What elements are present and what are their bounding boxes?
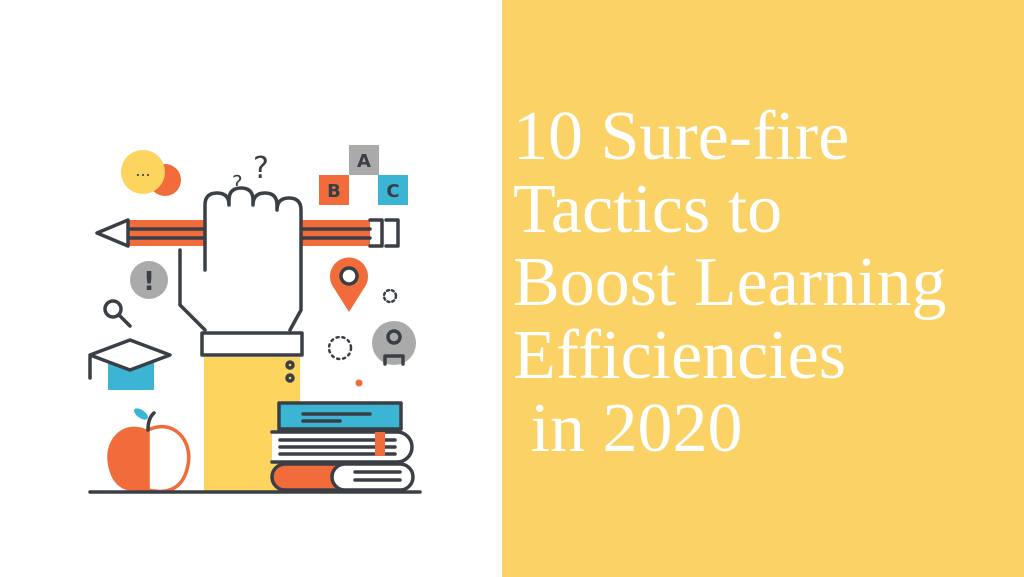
abc-blocks-icon: A B C bbox=[319, 145, 408, 205]
user-avatar-icon bbox=[372, 321, 416, 366]
search-icon bbox=[103, 299, 132, 328]
location-pin-icon bbox=[330, 257, 369, 312]
headline-line: in 2020 bbox=[513, 390, 743, 467]
headline-line: Efficiencies bbox=[513, 317, 846, 394]
question-mark-icon: ? bbox=[253, 151, 269, 186]
headline: 10 Sure-fire Tactics to Boost Learning E… bbox=[513, 100, 947, 465]
dotted-circle-icon bbox=[382, 288, 398, 304]
svg-text:...: ... bbox=[135, 161, 150, 180]
graduation-cap-icon bbox=[88, 338, 172, 390]
apple-icon bbox=[107, 408, 191, 494]
illustration-panel: ... ? ? A B C ! bbox=[0, 0, 502, 577]
headline-line: Boost Learning bbox=[513, 244, 947, 321]
dotted-circle-icon bbox=[327, 335, 353, 361]
headline-line: 10 Sure-fire bbox=[513, 98, 850, 175]
title-panel: 10 Sure-fire Tactics to Boost Learning E… bbox=[502, 0, 1024, 577]
svg-text:!: ! bbox=[143, 267, 155, 297]
question-mark-icon: ? bbox=[232, 171, 243, 195]
alert-icon: ! bbox=[130, 261, 168, 299]
svg-text:A: A bbox=[357, 151, 371, 172]
books-stack-icon bbox=[270, 401, 415, 492]
dot-icon bbox=[355, 379, 363, 387]
headline-line: Tactics to bbox=[513, 171, 783, 248]
speech-bubble-icon: ... bbox=[121, 150, 181, 196]
learning-illustration: ... ? ? A B C ! bbox=[88, 145, 422, 494]
svg-text:C: C bbox=[386, 181, 399, 202]
svg-text:B: B bbox=[327, 181, 341, 202]
